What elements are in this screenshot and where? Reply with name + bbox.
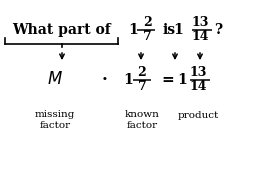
Text: is: is (163, 23, 176, 37)
Text: 1: 1 (177, 73, 187, 87)
Text: ·: · (102, 71, 108, 89)
Text: missing
factor: missing factor (35, 110, 75, 130)
Text: 1: 1 (123, 73, 133, 87)
Text: ?: ? (214, 23, 222, 37)
Text: 7: 7 (143, 30, 151, 44)
Text: $\mathit{M}$: $\mathit{M}$ (47, 71, 63, 89)
Text: 13: 13 (191, 17, 209, 30)
Text: 1: 1 (173, 23, 183, 37)
Text: =: = (162, 73, 174, 87)
Text: 14: 14 (191, 30, 209, 44)
Text: 2: 2 (138, 66, 146, 80)
Text: 2: 2 (143, 17, 151, 30)
Text: product: product (177, 111, 219, 120)
Text: 7: 7 (138, 80, 146, 93)
Text: 13: 13 (189, 66, 207, 80)
Text: 14: 14 (189, 80, 207, 93)
Text: 1: 1 (128, 23, 138, 37)
Text: What part of: What part of (13, 23, 111, 37)
Text: known
factor: known factor (124, 110, 160, 130)
